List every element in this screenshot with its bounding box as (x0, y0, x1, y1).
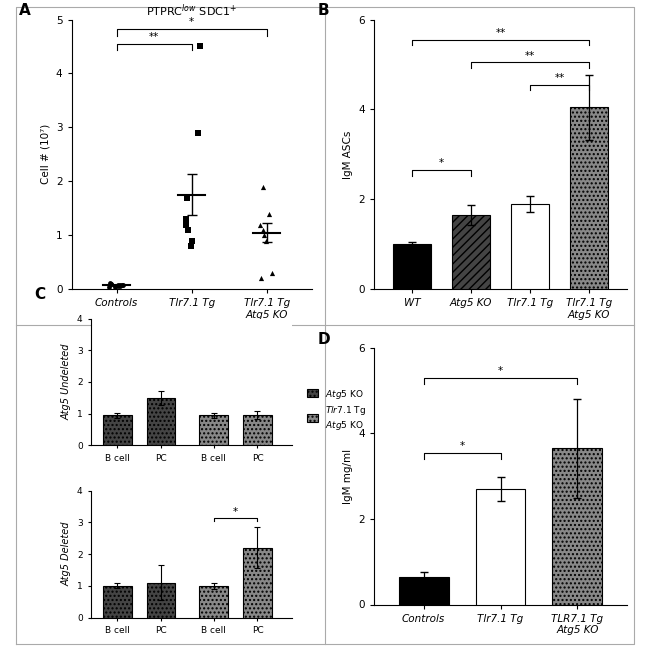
Point (109, 281, 120, 292)
Text: **: ** (554, 73, 565, 83)
Point (117, 280, 127, 290)
Point (181, 214, 191, 224)
Text: C: C (34, 287, 46, 302)
Bar (511, 204, 549, 289)
Bar (147, 398, 176, 445)
Text: B: B (318, 3, 330, 18)
Point (118, 280, 129, 291)
Point (105, 278, 115, 289)
Y-axis label: Cell # (10⁷): Cell # (10⁷) (40, 124, 50, 185)
Point (183, 225, 194, 235)
Bar (243, 415, 272, 445)
Text: A: A (19, 3, 31, 18)
Bar (243, 548, 272, 617)
Text: **: ** (525, 51, 535, 60)
Point (113, 281, 124, 291)
Bar (476, 489, 525, 604)
Y-axis label: IgM ASCs: IgM ASCs (343, 130, 352, 179)
Point (181, 192, 192, 203)
Point (187, 235, 198, 246)
Bar (200, 586, 228, 617)
Point (104, 281, 114, 292)
Point (115, 280, 125, 290)
Text: D: D (318, 332, 331, 347)
Bar (552, 448, 603, 604)
Point (195, 42, 205, 52)
Point (181, 219, 191, 229)
Point (185, 241, 196, 252)
Title: PTPRC$^{low}$ SDC1$^{+}$: PTPRC$^{low}$ SDC1$^{+}$ (146, 2, 237, 19)
Bar (452, 215, 490, 289)
Point (259, 230, 270, 240)
Bar (393, 244, 431, 289)
Point (258, 225, 268, 235)
Point (267, 268, 278, 278)
Bar (398, 577, 448, 604)
Text: **: ** (495, 28, 506, 38)
Point (106, 280, 116, 290)
Bar (200, 415, 228, 445)
Point (264, 209, 274, 219)
Bar (103, 586, 131, 617)
Y-axis label: Atg5 Deleted: Atg5 Deleted (61, 522, 72, 586)
Point (192, 127, 203, 138)
Bar (103, 415, 131, 445)
Bar (147, 582, 176, 617)
Point (113, 280, 124, 291)
Point (256, 273, 266, 283)
Text: **: ** (149, 32, 159, 42)
Y-axis label: IgM mg/ml: IgM mg/ml (343, 448, 352, 504)
Y-axis label: Atg5 Undeleted: Atg5 Undeleted (61, 344, 72, 420)
Point (255, 219, 266, 229)
Text: *: * (498, 366, 503, 376)
Point (261, 235, 271, 246)
Legend: $Atg5$ KO, $Tlr7.1$ Tg
$Atg5$ KO: $Atg5$ KO, $Tlr7.1$ Tg $Atg5$ KO (307, 387, 367, 432)
Bar (570, 107, 608, 289)
Text: *: * (189, 18, 194, 27)
Point (258, 181, 268, 192)
Point (106, 279, 116, 289)
Text: *: * (439, 159, 444, 168)
Text: *: * (460, 441, 465, 451)
Text: *: * (233, 507, 238, 517)
Point (114, 281, 125, 291)
